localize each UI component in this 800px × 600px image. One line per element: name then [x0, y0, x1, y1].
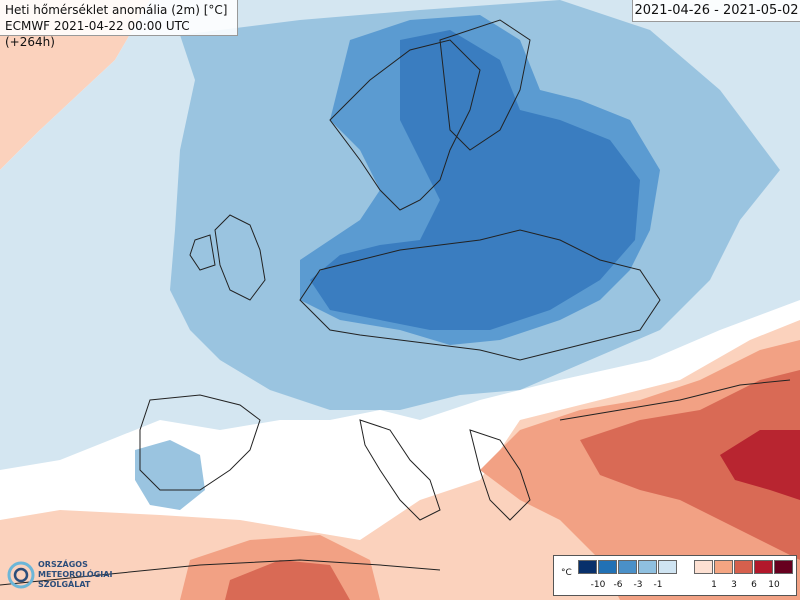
- logo-line-1: ORSZÁGOS: [38, 560, 88, 569]
- warm-swatch-4: [774, 560, 793, 574]
- legend-label-warm-0: 1: [711, 580, 717, 590]
- legend-label-cold-0: -10: [590, 580, 606, 590]
- legend-label-warm-3: 10: [768, 580, 780, 590]
- title-box: Heti hőmérséklet anomália (2m) [°C] ECMW…: [0, 0, 238, 49]
- legend-labels: -10 -6 -3 -1 1 3 6 10: [554, 580, 796, 592]
- logo-swirl-icon: [7, 561, 35, 589]
- light-red-zone: [180, 340, 800, 600]
- model-run-info: ECMWF 2021-04-22 00:00 UTC (+264h): [5, 19, 190, 49]
- logo-line-3: SZOLGÁLAT: [38, 580, 91, 589]
- mid-red-zone: [225, 370, 800, 600]
- warm-swatch-2: [734, 560, 753, 574]
- cold-swatches: [578, 560, 678, 574]
- warm-swatches: [694, 560, 794, 574]
- cold-swatch-3: [638, 560, 657, 574]
- legend-label-cold-3: -1: [653, 580, 663, 590]
- logo-line-2: METEOROLÓGIAI: [38, 570, 113, 579]
- legend-label-cold-2: -3: [633, 580, 643, 590]
- warm-swatch-1: [714, 560, 733, 574]
- deep-blue-core: [310, 30, 640, 330]
- warm-swatch-0: [694, 560, 713, 574]
- date-range: 2021-04-26 - 2021-05-02: [634, 3, 799, 18]
- legend-label-cold-1: -6: [613, 580, 623, 590]
- cold-swatch-2: [618, 560, 637, 574]
- light-blue-patch-iberia: [135, 440, 205, 510]
- color-legend: °C -10 -6 -3 -1 1 3 6 10: [553, 555, 797, 596]
- warm-swatch-3: [754, 560, 773, 574]
- legend-label-warm-2: 6: [751, 580, 757, 590]
- pale-red-zone-atlantic: [0, 0, 150, 170]
- met-service-logo: ORSZÁGOS METEOROLÓGIAI SZOLGÁLAT: [4, 557, 144, 597]
- map-title: Heti hőmérséklet anomália (2m) [°C]: [5, 3, 228, 17]
- coastlines: [0, 19, 791, 586]
- cold-swatch-4: [658, 560, 677, 574]
- legend-label-warm-1: 3: [731, 580, 737, 590]
- dark-red-zone: [720, 430, 800, 500]
- legend-unit: °C: [561, 568, 572, 578]
- cold-swatch-0: [578, 560, 597, 574]
- cold-swatch-1: [598, 560, 617, 574]
- date-range-box: 2021-04-26 - 2021-05-02: [632, 0, 800, 22]
